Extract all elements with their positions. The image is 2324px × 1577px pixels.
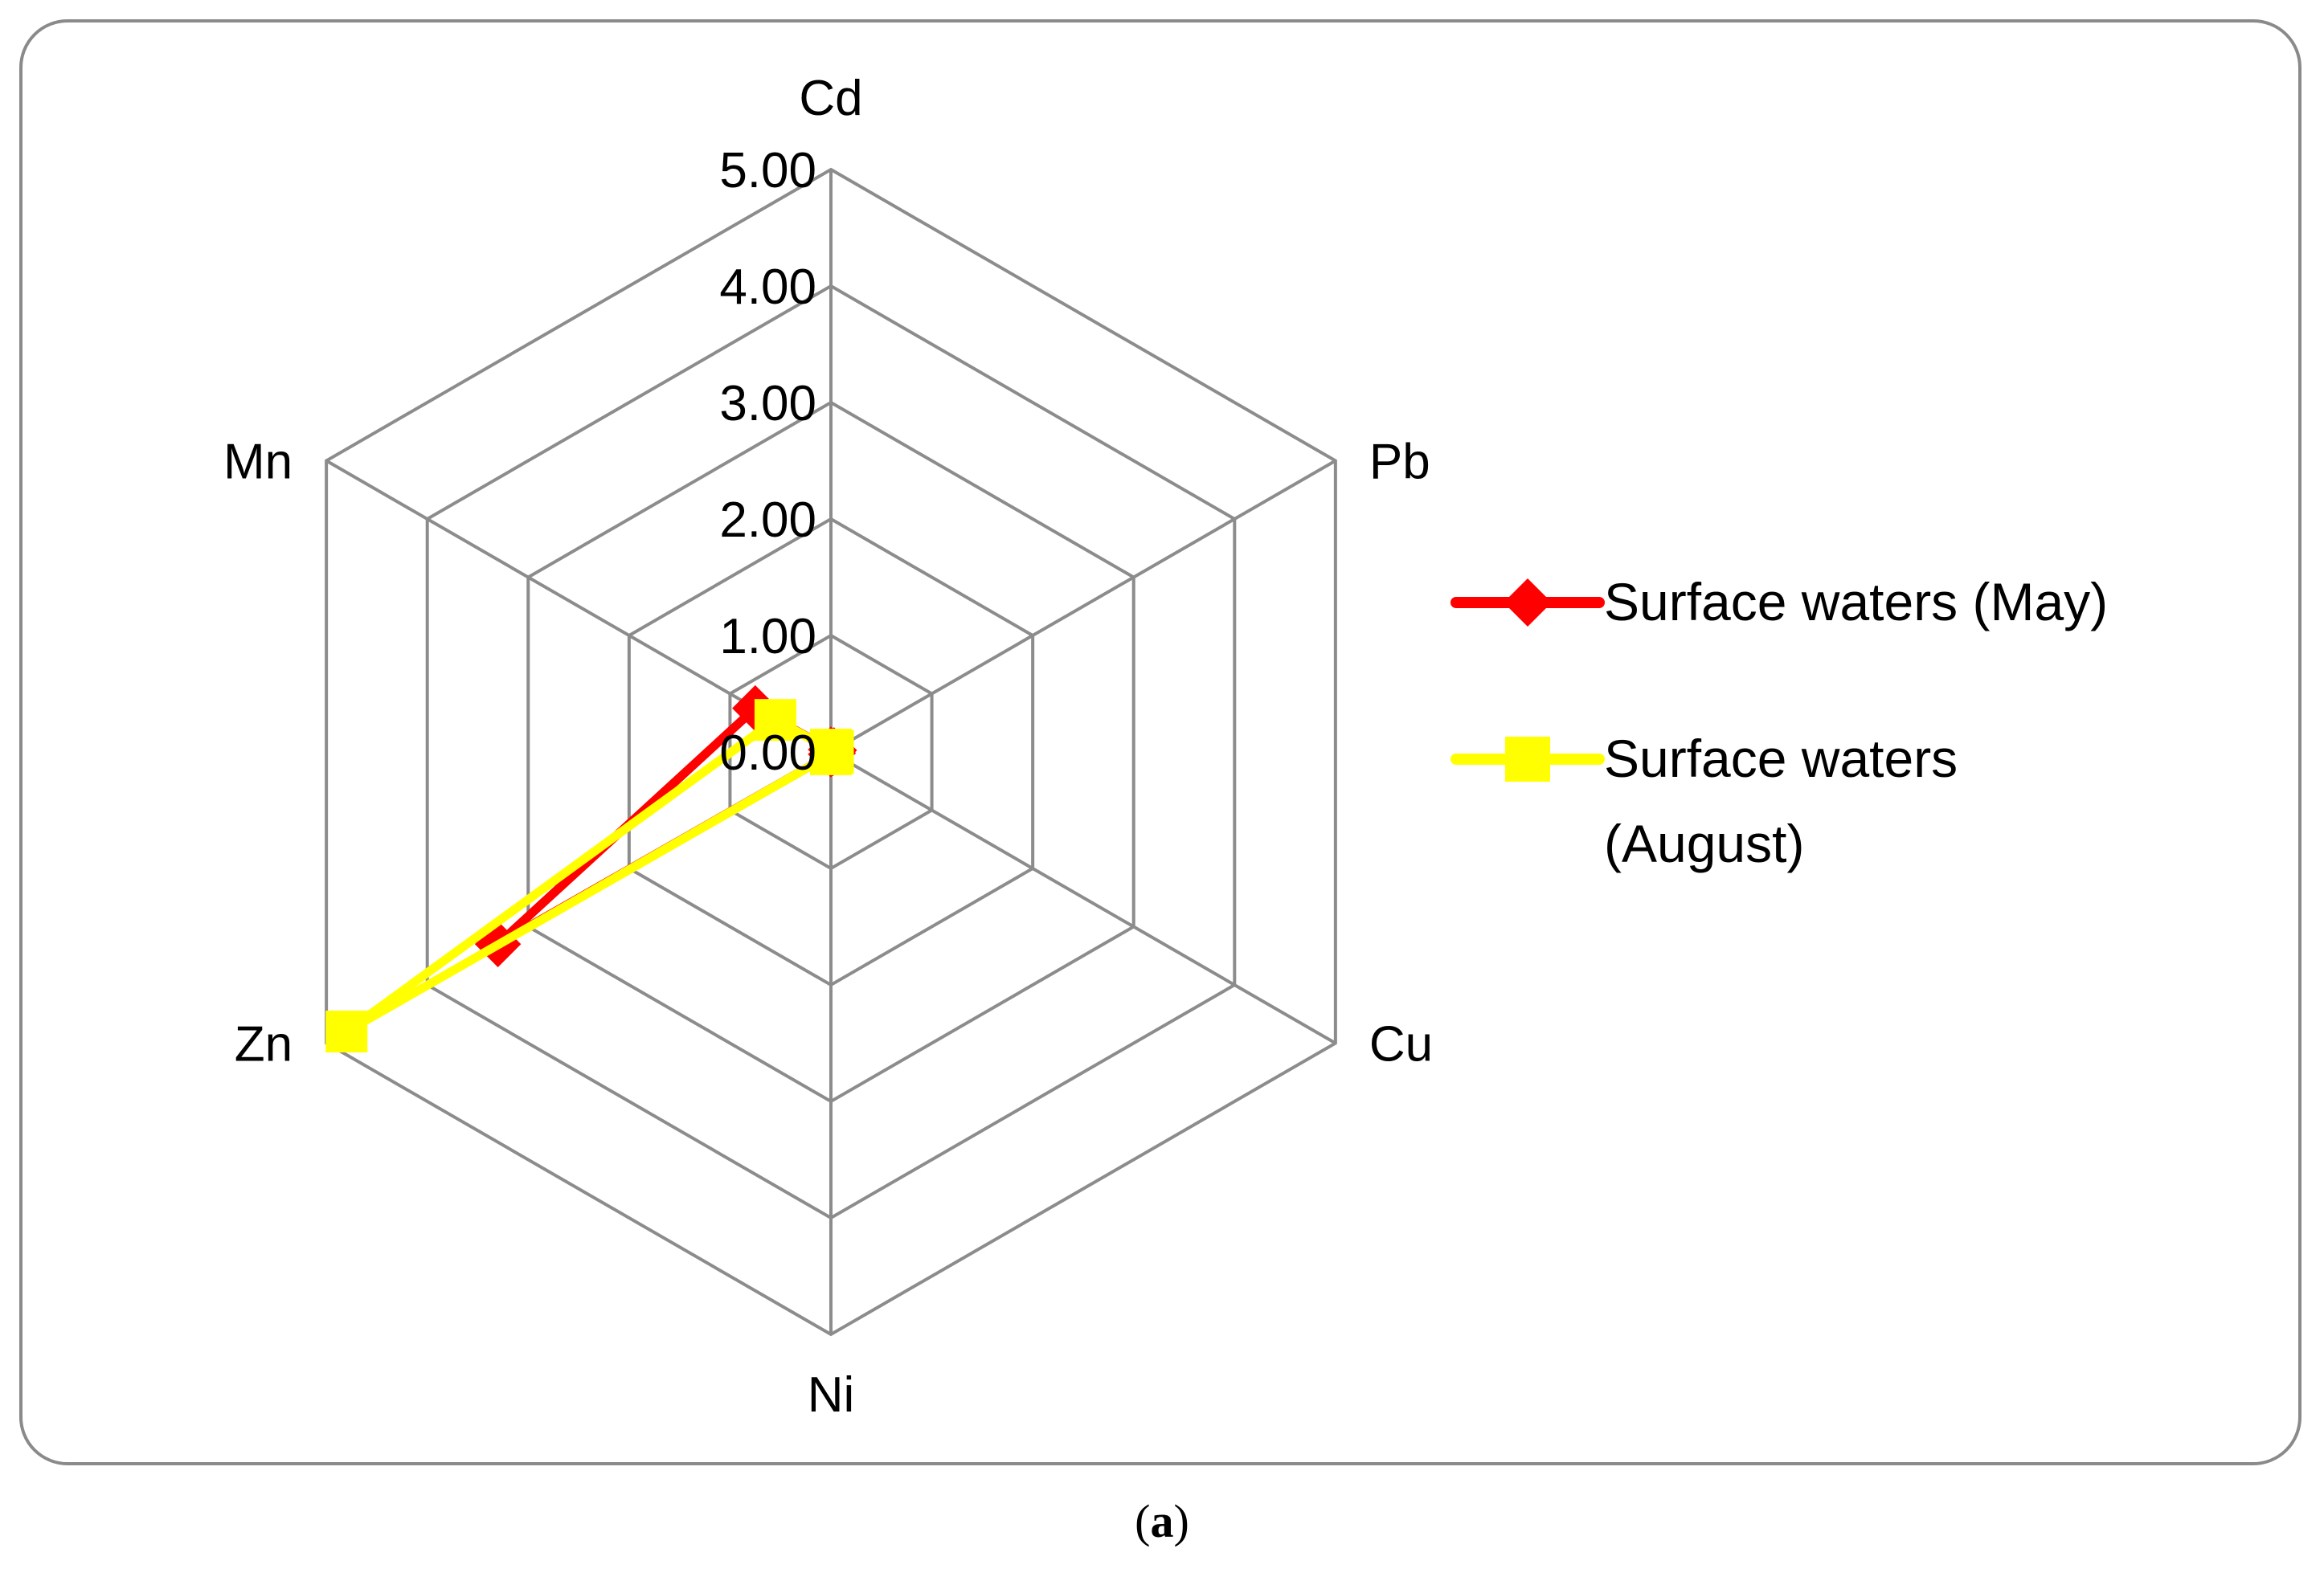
- caption-open: (: [1135, 1495, 1151, 1547]
- series-1-point-ni: [810, 733, 852, 775]
- axis-label-mn: Mn: [223, 435, 293, 490]
- axis-label-pb: Pb: [1369, 435, 1430, 490]
- axis-label-ni: Ni: [808, 1367, 855, 1423]
- caption-close: ): [1173, 1495, 1189, 1547]
- chart-frame: [19, 19, 2301, 1465]
- series-1-point-mn: [754, 699, 796, 742]
- tick-label-0: 0.00: [719, 725, 816, 781]
- tick-label-3: 3.00: [719, 376, 816, 431]
- tick-label-1: 1.00: [719, 609, 816, 664]
- legend: Surface waters (May) Surface waters (Augus…: [1450, 572, 2108, 873]
- axis-label-cd: Cd: [799, 71, 862, 126]
- tick-label-4: 4.00: [719, 259, 816, 315]
- series-layer: [325, 684, 857, 1052]
- legend-label-1-line-1: (August): [1604, 814, 1804, 873]
- series-1-point-zn: [325, 1011, 368, 1052]
- legend-marker-0: [1504, 578, 1552, 627]
- spoke-pb: [829, 459, 1336, 754]
- caption-letter: a: [1150, 1495, 1174, 1547]
- legend-label-0: Surface waters (May): [1604, 572, 2108, 631]
- spoke-cu: [829, 750, 1336, 1045]
- axis-labels: Cd Pb Cu Ni Zn Mn: [223, 71, 1433, 1423]
- legend-label-1-line-0: Surface waters: [1604, 729, 1958, 788]
- axis-label-cu: Cu: [1369, 1017, 1433, 1072]
- figure-caption: (a): [0, 1494, 2324, 1548]
- tick-label-2: 2.00: [719, 492, 816, 548]
- tick-label-5: 5.00: [719, 143, 816, 198]
- tick-labels: 0.00 1.00 2.00 3.00 4.00 5.00: [719, 143, 816, 781]
- legend-marker-1: [1505, 737, 1550, 782]
- axis-label-zn: Zn: [235, 1017, 293, 1072]
- legend-label-1: Surface waters (August): [1604, 729, 1958, 873]
- legend-label-0-line-0: Surface waters (May): [1604, 572, 2108, 631]
